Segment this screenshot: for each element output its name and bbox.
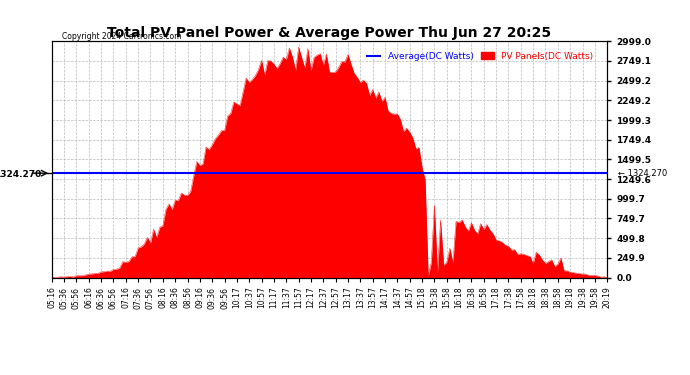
Title: Total PV Panel Power & Average Power Thu Jun 27 20:25: Total PV Panel Power & Average Power Thu… <box>108 26 551 40</box>
Legend: Average(DC Watts), PV Panels(DC Watts): Average(DC Watts), PV Panels(DC Watts) <box>363 48 597 64</box>
Text: Copyright 2024 Cartronics.com: Copyright 2024 Cartronics.com <box>62 32 181 41</box>
Text: ← 1324.270: ← 1324.270 <box>618 169 667 178</box>
